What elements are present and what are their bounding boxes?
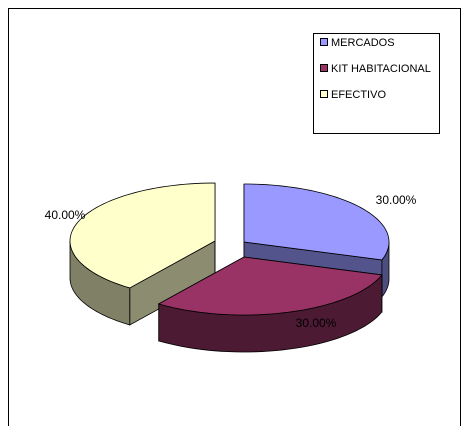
legend: MERCADOS KIT HABITACIONAL EFECTIVO [313, 33, 440, 134]
pie-slices [69, 182, 390, 353]
data-label-efectivo: 40.00% [45, 208, 86, 222]
slice-kit-habitacional [157, 256, 383, 353]
slice-efectivo-top [69, 182, 216, 289]
legend-label-efectivo: EFECTIVO [331, 89, 386, 101]
data-label-kit-habitacional: 30.00% [296, 316, 337, 330]
data-label-mercados: 30.00% [376, 193, 417, 207]
slice-efectivo [69, 182, 216, 326]
legend-label-kit-habitacional: KIT HABITACIONAL [331, 63, 431, 75]
legend-swatch-efectivo [320, 90, 328, 98]
legend-label-mercados: MERCADOS [331, 37, 395, 49]
legend-swatch-kit-habitacional [320, 64, 328, 72]
slice-kit-habitacional-top [157, 256, 383, 316]
slice-mercados-top [243, 183, 390, 261]
legend-box [313, 33, 440, 134]
data-labels: 30.00% 30.00% 40.00% [45, 193, 417, 330]
legend-swatch-mercados [320, 38, 328, 46]
chart-border [8, 8, 461, 426]
